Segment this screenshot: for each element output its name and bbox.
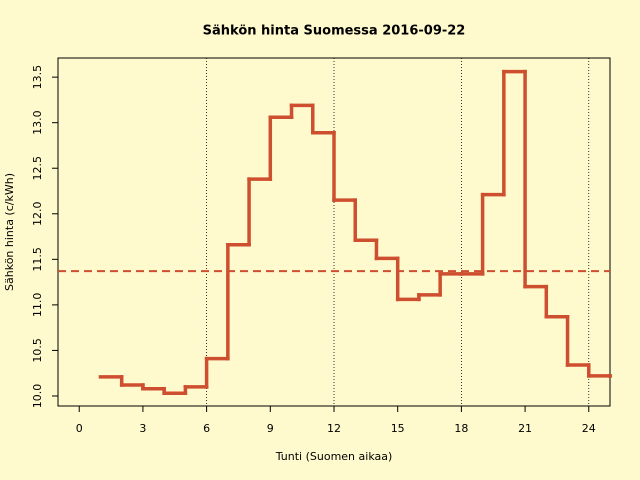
x-tick-label: 6	[203, 422, 210, 435]
y-tick-label: 13.0	[31, 110, 44, 135]
y-tick-label: 11.5	[31, 247, 44, 272]
chart-title: Sähkön hinta Suomessa 2016-09-22	[203, 24, 466, 39]
x-tick-label: 3	[139, 422, 146, 435]
y-tick-label: 12.5	[31, 156, 44, 181]
x-axis-label: Tunti (Suomen aikaa)	[275, 450, 393, 463]
y-axis-label: Sähkön hinta (c/kWh)	[3, 173, 16, 291]
x-tick-label: 12	[327, 422, 341, 435]
x-tick-label: 0	[76, 422, 83, 435]
x-tick-label: 24	[582, 422, 596, 435]
y-tick-label: 13.5	[31, 65, 44, 90]
y-tick-label: 11.0	[31, 293, 44, 318]
x-tick-label: 15	[391, 422, 405, 435]
x-tick-label: 21	[518, 422, 532, 435]
x-tick-label: 9	[267, 422, 274, 435]
y-tick-label: 12.0	[31, 202, 44, 227]
x-tick-label: 18	[454, 422, 468, 435]
y-tick-label: 10.0	[31, 384, 44, 409]
y-tick-label: 10.5	[31, 338, 44, 363]
